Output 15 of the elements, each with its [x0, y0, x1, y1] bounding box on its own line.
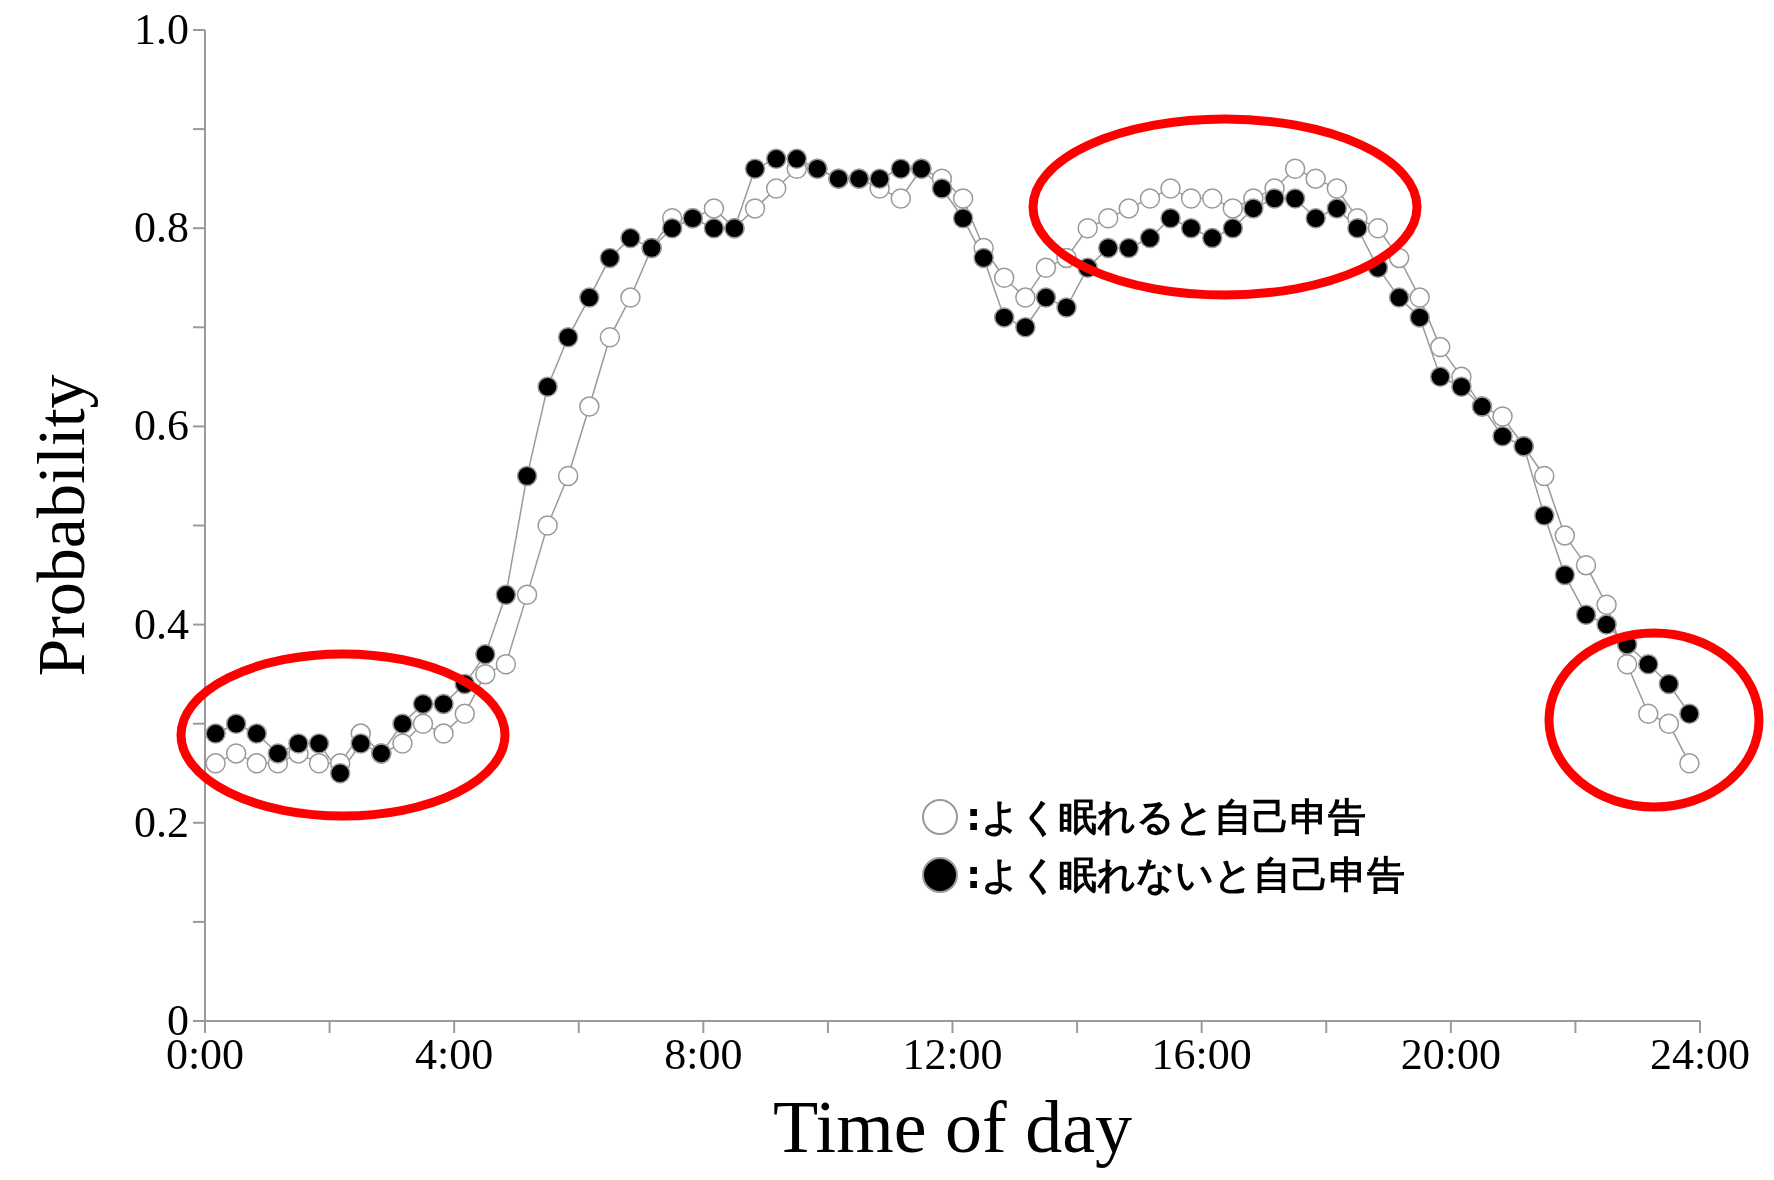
y-tick-label: 0.2: [134, 797, 189, 847]
x-tick-label: 24:00: [1649, 1030, 1751, 1079]
y-tick-label: 0.6: [134, 401, 189, 451]
legend-label: :よく眠れると自己申告: [966, 794, 1367, 841]
legend-label: :よく眠れないと自己申告: [966, 852, 1406, 899]
x-tick-label: 16:00: [1151, 1030, 1252, 1079]
x-axis-title: Time of day: [772, 1086, 1133, 1168]
x-tick-label: 4:00: [415, 1030, 494, 1079]
x-tick-label: 8:00: [664, 1030, 743, 1079]
y-tick-label: 1.0: [134, 5, 189, 54]
y-axis-title: Probability: [23, 374, 100, 677]
y-tick-label: 0.8: [134, 203, 189, 253]
y-tick-label: 0.4: [134, 599, 189, 649]
x-tick-label: 12:00: [902, 1030, 1003, 1079]
x-tick-label: 20:00: [1400, 1030, 1501, 1079]
